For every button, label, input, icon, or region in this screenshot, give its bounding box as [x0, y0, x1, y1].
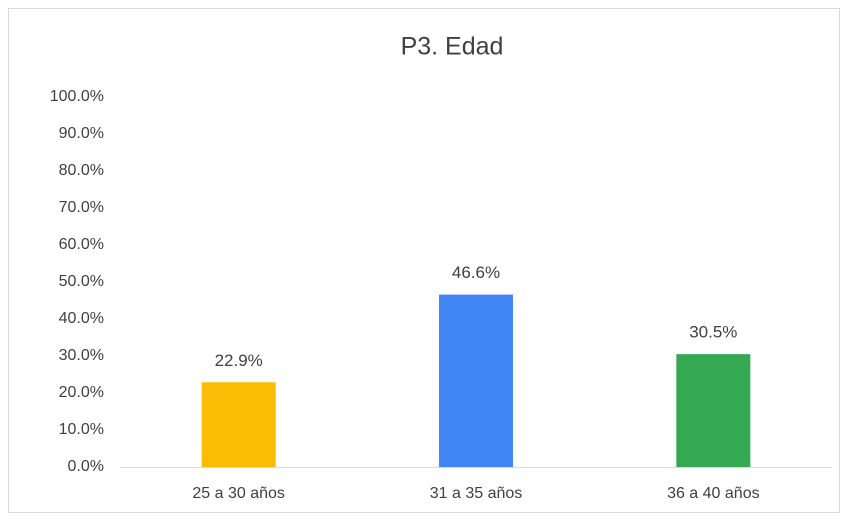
chart-title: P3. Edad — [401, 33, 504, 61]
y-tick-label: 10.0% — [59, 421, 104, 438]
bar — [201, 382, 276, 467]
y-tick-label: 100.0% — [50, 88, 104, 105]
x-tick-label: 25 a 30 años — [192, 485, 285, 502]
bar — [676, 354, 751, 467]
y-tick-label: 20.0% — [59, 384, 104, 401]
bar — [439, 294, 513, 467]
x-tick-label: 36 a 40 años — [667, 485, 760, 502]
y-tick-label: 90.0% — [59, 125, 104, 142]
data-label: 30.5% — [689, 323, 737, 342]
data-label: 22.9% — [215, 351, 263, 370]
y-tick-label: 80.0% — [59, 162, 104, 179]
y-tick-label: 50.0% — [59, 273, 104, 290]
y-tick-label: 30.0% — [59, 347, 104, 364]
y-tick-label: 0.0% — [68, 458, 104, 475]
x-tick-label: 31 a 35 años — [430, 485, 523, 502]
y-tick-label: 70.0% — [59, 199, 104, 216]
y-tick-label: 60.0% — [59, 236, 104, 253]
data-label: 46.6% — [452, 263, 500, 282]
y-tick-label: 40.0% — [59, 310, 104, 327]
